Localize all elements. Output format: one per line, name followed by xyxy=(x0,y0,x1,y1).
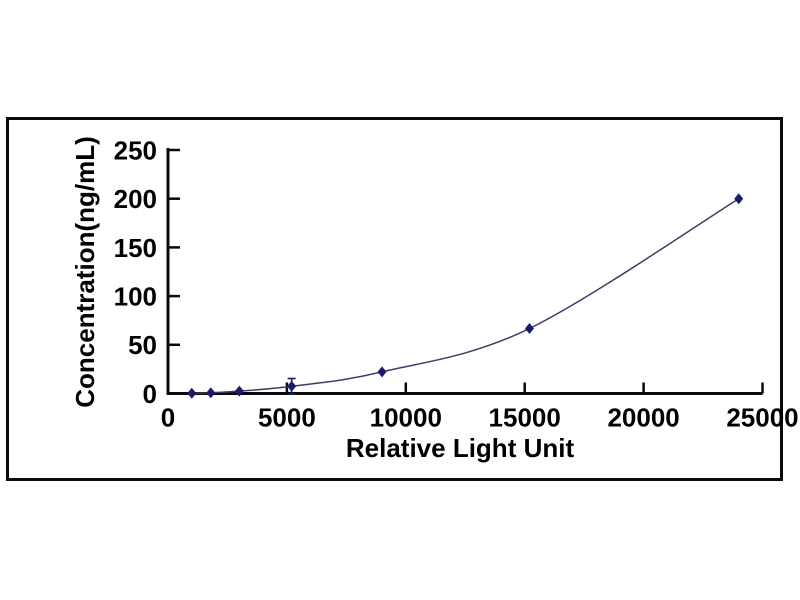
data-point-marker xyxy=(524,323,534,335)
y-tick-label: 100 xyxy=(114,281,157,311)
axis-lines xyxy=(166,148,763,395)
data-point-marker xyxy=(206,387,216,399)
x-tick-label: 5000 xyxy=(258,403,316,433)
data-point-marker xyxy=(287,380,297,392)
y-tick-label: 0 xyxy=(143,379,157,409)
data-point-markers xyxy=(187,193,744,399)
x-tick-label: 10000 xyxy=(370,403,442,433)
curve-path xyxy=(191,198,740,394)
x-axis-ticks xyxy=(166,382,764,394)
data-point-marker xyxy=(377,366,387,378)
x-axis-tick-labels: 0 5000 10000 15000 20000 25000 xyxy=(161,403,799,433)
x-tick-label: 0 xyxy=(161,403,175,433)
standard-curve-line xyxy=(191,198,740,394)
y-tick-label: 200 xyxy=(114,184,157,214)
x-axis-title: Relative Light Unit xyxy=(346,433,575,463)
y-axis-title: Concentration(ng/mL) xyxy=(70,136,100,408)
data-point-marker xyxy=(187,387,197,399)
axes xyxy=(166,148,763,395)
data-point-marker xyxy=(734,193,744,205)
y-axis-tick-labels: 0 50 100 150 200 250 xyxy=(114,135,157,409)
y-axis-ticks xyxy=(168,148,180,395)
data-point-marker xyxy=(234,385,244,397)
x-tick-label: 15000 xyxy=(489,403,561,433)
x-tick-label: 25000 xyxy=(726,403,798,433)
chart-frame xyxy=(6,117,783,481)
x-tick-label: 20000 xyxy=(607,403,679,433)
y-tick-label: 250 xyxy=(114,135,157,165)
y-tick-label: 150 xyxy=(114,233,157,263)
y-tick-label: 50 xyxy=(128,330,157,360)
